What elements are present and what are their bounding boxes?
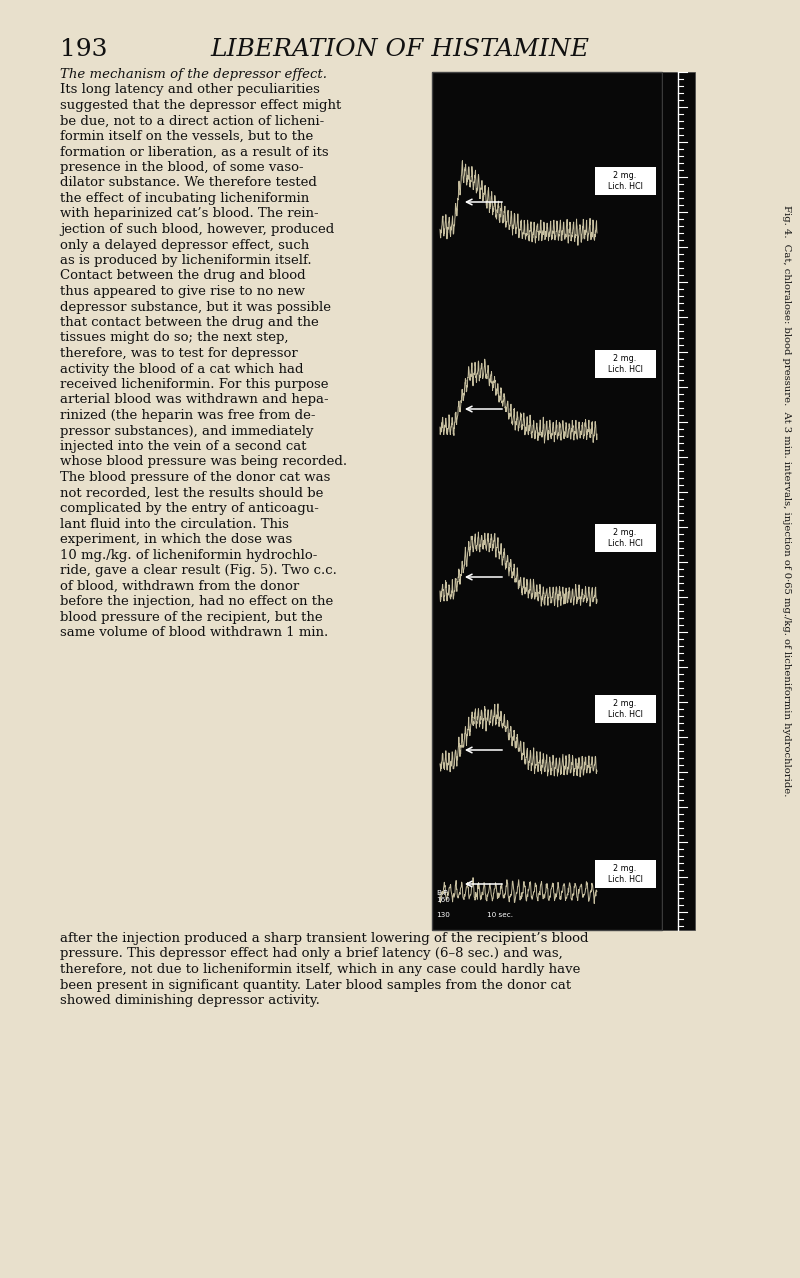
Text: same volume of blood withdrawn 1 min.: same volume of blood withdrawn 1 min. [60,626,328,639]
Text: 10 mg./kg. of licheniformin hydrochlo-: 10 mg./kg. of licheniformin hydrochlo- [60,548,318,561]
Text: depressor substance, but it was possible: depressor substance, but it was possible [60,300,331,313]
Text: 2 mg.
Lich. HCl: 2 mg. Lich. HCl [607,171,642,190]
Bar [595,695,656,723]
Text: 193: 193 [60,38,107,61]
Text: 2 mg.
Lich. HCl: 2 mg. Lich. HCl [607,864,642,883]
Text: The mechanism of the depressor effect.: The mechanism of the depressor effect. [60,68,327,81]
Text: as is produced by licheniformin itself.: as is produced by licheniformin itself. [60,254,312,267]
Text: therefore, was to test for depressor: therefore, was to test for depressor [60,348,298,360]
Text: Its long latency and other peculiarities: Its long latency and other peculiarities [60,83,320,97]
Text: pressure. This depressor effect had only a brief latency (6–8 sec.) and was,: pressure. This depressor effect had only… [60,947,562,961]
Text: arterial blood was withdrawn and hepa-: arterial blood was withdrawn and hepa- [60,394,329,406]
Text: the effect of incubating licheniformin: the effect of incubating licheniformin [60,192,310,204]
Text: activity the blood of a cat which had: activity the blood of a cat which had [60,363,303,376]
Text: be due, not to a direct action of licheni-: be due, not to a direct action of lichen… [60,115,324,128]
Text: pressor substances), and immediately: pressor substances), and immediately [60,424,314,437]
Text: only a delayed depressor effect, such: only a delayed depressor effect, such [60,239,310,252]
Bar [595,860,656,888]
Bar [662,72,695,930]
Bar [595,524,656,552]
Text: complicated by the entry of anticoagu-: complicated by the entry of anticoagu- [60,502,319,515]
Text: tissues might do so; the next step,: tissues might do so; the next step, [60,331,289,345]
Text: jection of such blood, however, produced: jection of such blood, however, produced [60,222,334,236]
Text: 2 mg.
Lich. HCl: 2 mg. Lich. HCl [607,699,642,718]
Text: not recorded, lest the results should be: not recorded, lest the results should be [60,487,323,500]
Text: 130: 130 [436,912,450,918]
Text: received licheniformin. For this purpose: received licheniformin. For this purpose [60,378,329,391]
Text: formin itself on the vessels, but to the: formin itself on the vessels, but to the [60,130,314,143]
Text: been present in significant quantity. Later blood samples from the donor cat: been present in significant quantity. La… [60,979,571,992]
Bar [595,350,656,378]
Text: Contact between the drug and blood: Contact between the drug and blood [60,270,306,282]
Text: of blood, withdrawn from the donor: of blood, withdrawn from the donor [60,579,299,593]
Text: showed diminishing depressor activity.: showed diminishing depressor activity. [60,994,320,1007]
Text: 2 mg.
Lich. HCl: 2 mg. Lich. HCl [607,528,642,548]
Text: whose blood pressure was being recorded.: whose blood pressure was being recorded. [60,455,347,469]
Text: therefore, not due to licheniformin itself, which in any case could hardly have: therefore, not due to licheniformin itse… [60,964,580,976]
Text: Fig. 4.  Cat, chloralose: blood pressure.  At 3 min. intervals, injection of 0·6: Fig. 4. Cat, chloralose: blood pressure.… [782,206,791,796]
Text: suggested that the depressor effect might: suggested that the depressor effect migh… [60,98,342,112]
Text: ride, gave a clear result (Fig. 5). Two c.c.: ride, gave a clear result (Fig. 5). Two … [60,564,337,576]
Text: with heparinized cat’s blood. The rein-: with heparinized cat’s blood. The rein- [60,207,318,221]
Text: rinized (the heparin was free from de-: rinized (the heparin was free from de- [60,409,315,422]
Text: after the injection produced a sharp transient lowering of the recipient’s blood: after the injection produced a sharp tra… [60,932,589,944]
Text: injected into the vein of a second cat: injected into the vein of a second cat [60,440,306,452]
Text: formation or liberation, as a result of its: formation or liberation, as a result of … [60,146,329,158]
Bar [432,72,662,930]
Text: 10 sec.: 10 sec. [487,912,513,918]
Text: experiment, in which the dose was: experiment, in which the dose was [60,533,292,546]
Bar [595,167,656,196]
Text: before the injection, had no effect on the: before the injection, had no effect on t… [60,596,334,608]
Text: B.P.
160: B.P. 160 [436,889,450,904]
Text: lant fluid into the circulation. This: lant fluid into the circulation. This [60,518,289,530]
Text: blood pressure of the recipient, but the: blood pressure of the recipient, but the [60,611,322,624]
Text: thus appeared to give rise to no new: thus appeared to give rise to no new [60,285,305,298]
Text: LIBERATION OF HISTAMINE: LIBERATION OF HISTAMINE [210,38,590,61]
Text: that contact between the drug and the: that contact between the drug and the [60,316,318,328]
Text: 2 mg.
Lich. HCl: 2 mg. Lich. HCl [607,354,642,373]
Text: The blood pressure of the donor cat was: The blood pressure of the donor cat was [60,472,330,484]
Text: dilator substance. We therefore tested: dilator substance. We therefore tested [60,176,317,189]
Text: presence in the blood, of some vaso-: presence in the blood, of some vaso- [60,161,304,174]
